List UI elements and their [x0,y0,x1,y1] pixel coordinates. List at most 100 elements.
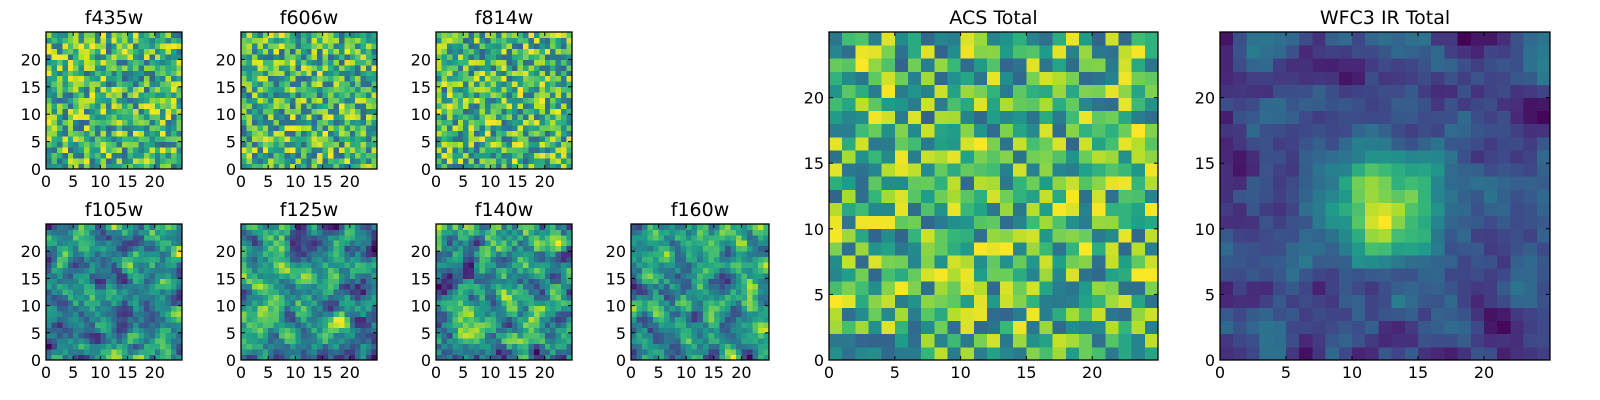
heatmap-cell [555,327,562,334]
heatmap-cell [349,53,356,60]
heatmap-cell [241,81,247,88]
heatmap-cell [122,37,128,44]
y-tick-label: 15 [21,78,41,97]
heatmap-cell [116,267,123,274]
heatmap-cell [322,163,329,170]
heatmap-cell [730,332,737,339]
heatmap-cell [344,92,351,99]
heatmap-cell [67,32,74,38]
heatmap-cell [366,108,372,115]
heatmap-cell [289,147,296,153]
heatmap-cell [127,141,134,148]
heatmap-cell [176,300,183,306]
heatmap-cell [506,251,513,258]
heatmap-cell [62,163,69,170]
heatmap-cell [506,108,513,115]
x-tick-label: 0 [236,363,246,382]
heatmap-cell [154,283,161,290]
heatmap-cell [680,343,687,350]
heatmap-cell [506,114,513,121]
heatmap-cell [251,152,258,159]
heatmap-cell [100,338,107,345]
heatmap-cell [452,42,459,49]
heatmap-cell [257,92,264,99]
heatmap-cell [452,240,459,247]
heatmap-cell [658,327,665,334]
heatmap-cell [474,32,480,38]
heatmap-cell [349,59,356,66]
heatmap-cell [111,32,118,38]
heatmap-cell [56,283,63,290]
heatmap-cell [436,349,442,355]
heatmap-cell [143,354,150,361]
heatmap-cell [1052,268,1067,282]
heatmap-cell [550,327,557,334]
heatmap-cell [311,294,318,301]
heatmap-cell [116,224,123,230]
heatmap-cell [441,245,448,252]
heatmap-cell [100,256,107,263]
heatmap-cell [360,289,367,296]
heatmap-cell [550,97,557,104]
heatmap-cell [111,278,118,285]
heatmap-cell [322,262,329,268]
heatmap-cell [366,64,372,71]
heatmap-cell [528,75,535,82]
heatmap-cell [691,272,698,279]
heatmap-cell [484,81,491,88]
heatmap-cell [122,158,128,164]
heatmap-cell [517,42,524,49]
heatmap-cell [246,163,253,170]
heatmap-cell [539,32,546,38]
heatmap-cell [338,42,345,49]
heatmap-cell [328,240,334,247]
heatmap-cell [441,114,448,121]
heatmap-cell [539,152,546,159]
heatmap-cell [122,125,128,132]
heatmap-cell [149,32,156,38]
heatmap-cell [122,234,128,241]
heatmap-cell [355,48,362,55]
heatmap-cell [160,321,167,328]
heatmap-cells [829,32,1159,361]
heatmap-cell [84,163,90,170]
heatmap-cell [484,48,491,55]
heatmap-cell [100,130,107,137]
heatmap-cell [555,300,562,306]
heatmap-cell [934,320,948,335]
heatmap-cell [658,251,665,258]
heatmap-cell [960,346,975,361]
heatmap-cell [675,327,682,334]
heatmap-cell [686,316,693,323]
heatmap-cell [697,278,704,285]
heatmap-cell [328,97,334,104]
heatmap-cell [355,234,362,241]
heatmap-cell [675,294,682,301]
heatmap-cells [46,32,183,170]
heatmap-cell [1013,255,1027,269]
heatmap-cell [566,283,573,290]
heatmap-cell [349,354,356,361]
heatmap-cell [138,289,145,296]
heatmap-cell [67,300,74,306]
heatmap-cell [94,251,101,258]
heatmap-cell [84,64,90,71]
heatmap-cell [133,311,139,317]
heatmap-cell [436,245,442,252]
heatmap-cell [1079,294,1093,308]
heatmap-cell [105,224,112,230]
heatmap-cell [338,349,345,355]
heatmap-cell [658,245,665,252]
heatmap-cell [154,311,161,317]
heatmap-cell [474,321,480,328]
heatmap-cell [1092,255,1106,269]
heatmap-cell [143,262,150,268]
heatmap-cell [757,327,764,334]
heatmap-cell [62,158,69,164]
heatmap-cell [273,240,280,247]
heatmap-cell [441,81,448,88]
heatmap-cell [279,321,285,328]
heatmap-cell [295,316,302,323]
heatmap-cell [463,97,470,104]
heatmap-cell [555,81,562,88]
